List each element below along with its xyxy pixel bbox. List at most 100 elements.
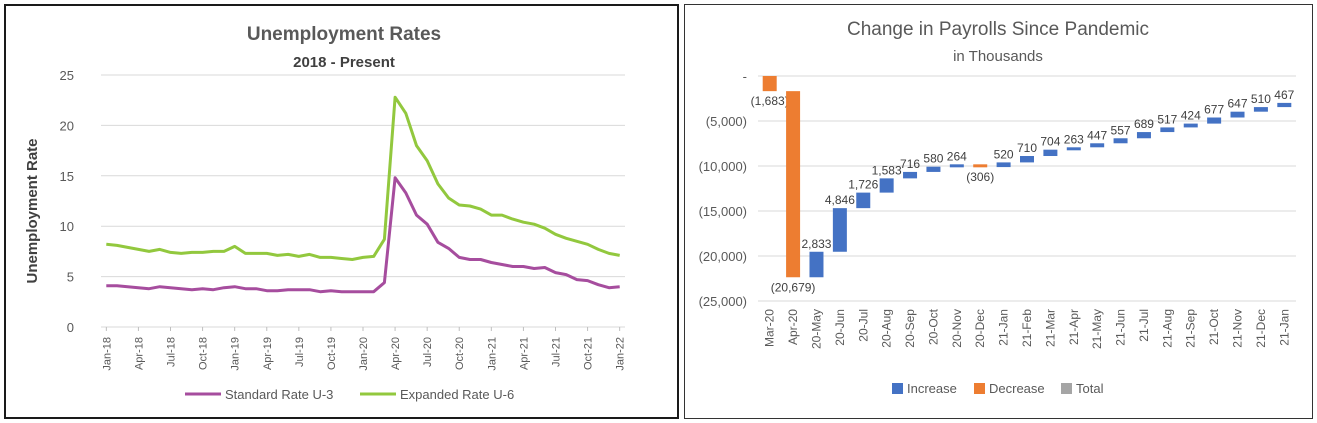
x-tick-label: 21-Sep <box>1184 309 1198 348</box>
y-tick-label: 0 <box>67 320 74 335</box>
waterfall-bar <box>1136 132 1151 139</box>
chart-subtitle: in Thousands <box>953 48 1043 65</box>
x-tick-label: 20-Aug <box>880 309 894 348</box>
data-label: (306) <box>966 170 994 184</box>
y-tick-label: (20,000) <box>699 249 747 264</box>
y-tick-label: (15,000) <box>699 204 747 219</box>
legend-swatch <box>892 383 903 394</box>
series-line-1 <box>106 176 620 294</box>
x-tick-label: 21-Nov <box>1231 309 1245 348</box>
waterfall-bar <box>1020 156 1034 163</box>
data-label: 647 <box>1228 97 1248 111</box>
y-tick-label: 15 <box>60 169 74 184</box>
x-tick-label: 20-Nov <box>950 309 964 348</box>
data-label: 517 <box>1157 112 1177 126</box>
waterfall-bar <box>1066 147 1081 151</box>
x-tick-label: 21-Feb <box>1020 309 1034 347</box>
data-label: 1,583 <box>872 163 902 177</box>
data-label: 580 <box>923 152 943 166</box>
waterfall-bar <box>786 91 801 278</box>
y-axis-label: Unemployment Rate <box>24 138 41 283</box>
x-tick-label: Jul-18 <box>166 337 178 367</box>
x-tick-label: 21-Aug <box>1160 309 1174 348</box>
x-tick-label: 21-Dec <box>1254 309 1268 348</box>
x-tick-label: 20-May <box>809 309 823 349</box>
x-tick-label: 21-Jun <box>1114 309 1128 346</box>
waterfall-bar <box>1160 127 1175 133</box>
x-tick-label: Jul-19 <box>294 337 306 367</box>
y-tick-label: (25,000) <box>699 294 747 309</box>
data-label: 1,726 <box>848 178 878 192</box>
x-tick-label: Jan-20 <box>358 337 370 371</box>
legend-label: Decrease <box>989 381 1045 396</box>
waterfall-bar <box>809 251 824 278</box>
data-label: 557 <box>1111 123 1131 137</box>
x-tick-label: 21-Jan <box>1277 309 1291 346</box>
waterfall-bar <box>1183 123 1198 128</box>
x-tick-label: 21-May <box>1090 309 1104 349</box>
series-line-2 <box>106 95 620 261</box>
chart-subtitle: 2018 - Present <box>293 54 395 71</box>
x-tick-label: Apr-18 <box>133 337 145 370</box>
waterfall-bar <box>926 166 941 172</box>
data-label: (20,679) <box>771 280 816 294</box>
x-tick-label: 20-Jun <box>833 309 847 346</box>
x-tick-label: 21-Jul <box>1137 309 1151 342</box>
y-tick-label: (5,000) <box>706 114 747 129</box>
legend-label: Expanded Rate U-6 <box>400 387 514 402</box>
waterfall-bar <box>856 192 871 209</box>
x-tick-label: Jan-19 <box>230 337 242 371</box>
x-tick-label: Jan-22 <box>615 337 627 371</box>
x-tick-label: Jan-21 <box>486 337 498 371</box>
legend-swatch <box>974 383 985 394</box>
waterfall-bar <box>949 164 964 168</box>
data-label: 704 <box>1040 135 1060 149</box>
waterfall-bar <box>1277 102 1292 108</box>
y-tick-label: 10 <box>60 219 74 234</box>
x-tick-label: Mar-20 <box>763 309 777 347</box>
x-tick-label: 20-Dec <box>973 309 987 348</box>
y-tick-label: 20 <box>60 118 74 133</box>
x-tick-label: Apr-21 <box>518 337 530 370</box>
y-tick-label: (10,000) <box>699 159 747 174</box>
data-label: (1,683) <box>751 94 789 108</box>
payrolls-chart: Change in Payrolls Since Pandemic in Thou… <box>699 19 1296 396</box>
x-tick-label: 21-Oct <box>1207 308 1221 345</box>
x-tick-label: 20-Sep <box>903 309 917 348</box>
waterfall-bar <box>879 178 894 193</box>
x-tick-label: 21-Jan <box>997 309 1011 346</box>
x-tick-label: Jul-20 <box>422 337 434 367</box>
data-label: 510 <box>1251 92 1271 106</box>
waterfall-bar <box>973 164 988 168</box>
waterfall-bar <box>832 208 847 252</box>
x-tick-label: Oct-19 <box>326 337 338 370</box>
unemployment-chart: Unemployment Rates 2018 - Present 0 5 10 15 20… <box>24 24 627 402</box>
x-tick-label: 21-Mar <box>1043 309 1057 347</box>
legend-label: Increase <box>907 381 957 396</box>
waterfall-bar <box>1230 111 1245 118</box>
data-label: 520 <box>994 147 1014 161</box>
chart-title: Unemployment Rates <box>247 24 441 45</box>
data-label: 677 <box>1204 103 1224 117</box>
x-tick-label: Jul-21 <box>550 337 562 367</box>
data-label: 4,846 <box>825 193 855 207</box>
waterfall-bar <box>1090 143 1105 148</box>
data-label: 447 <box>1087 128 1107 142</box>
y-tick-label: 25 <box>60 68 74 83</box>
unemployment-chart-panel: Unemployment Rates 2018 - Present 0 5 10 15 20… <box>4 4 679 419</box>
waterfall-bar <box>1253 107 1268 112</box>
data-label: 264 <box>947 149 967 163</box>
data-label: 689 <box>1134 117 1154 131</box>
x-tick-label: 20-Jul <box>856 309 870 342</box>
legend-swatch <box>1061 383 1072 394</box>
x-tick-label: Oct-21 <box>583 337 595 370</box>
waterfall-bar <box>1207 117 1222 124</box>
y-tick-label: - <box>743 69 747 84</box>
data-label: 424 <box>1181 109 1201 123</box>
x-tick-label: Apr-19 <box>262 337 274 370</box>
waterfall-bar <box>762 76 777 92</box>
data-label: 263 <box>1064 132 1084 146</box>
waterfall-bar <box>996 162 1011 168</box>
x-tick-label: Apr-20 <box>390 337 402 370</box>
chart-title: Change in Payrolls Since Pandemic <box>847 19 1149 40</box>
